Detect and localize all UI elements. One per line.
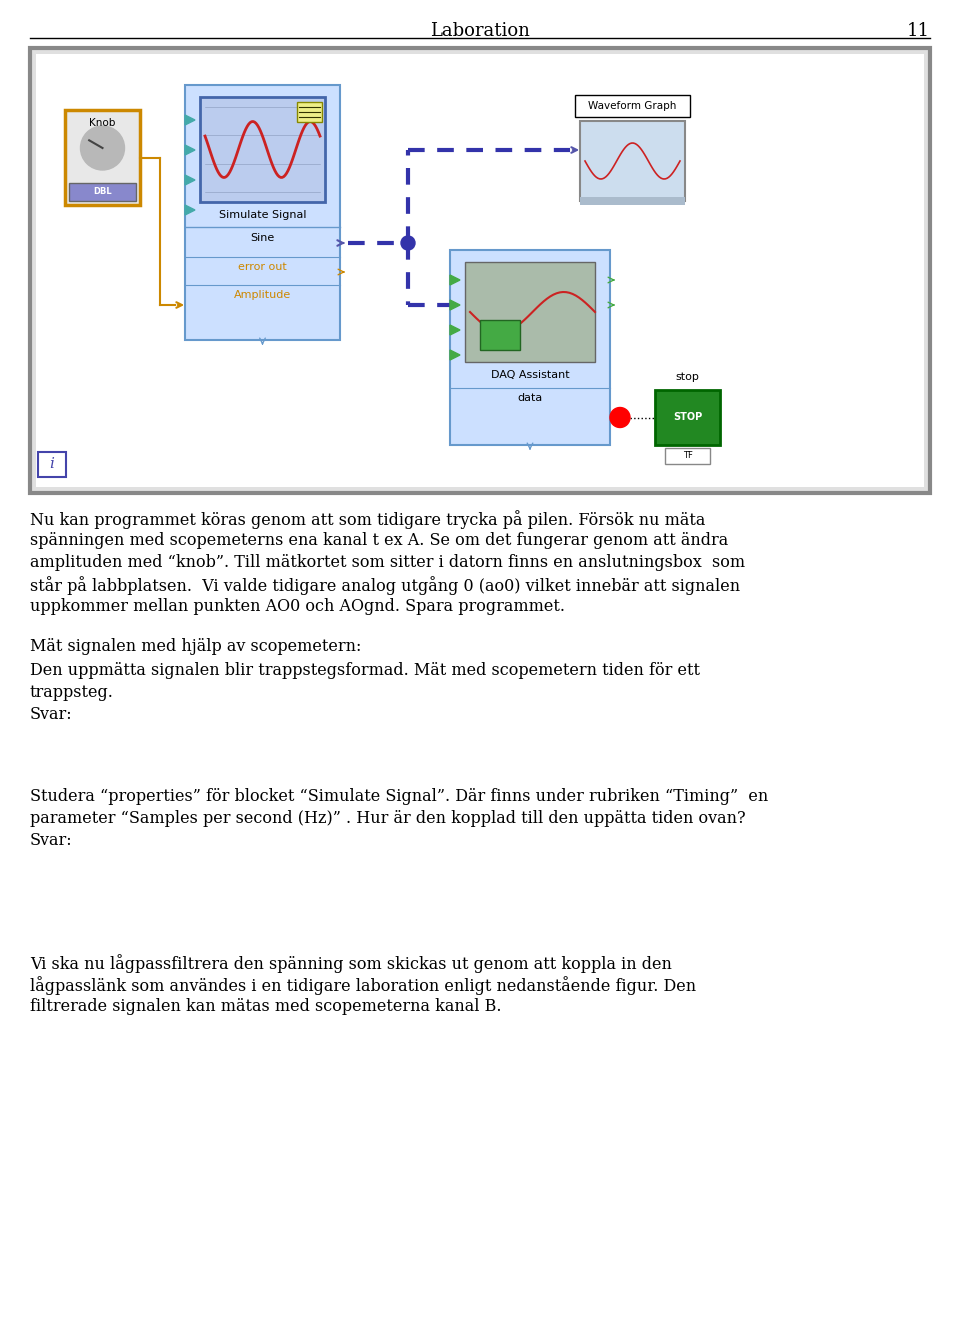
Text: står på labbplatsen.  Vi valde tidigare analog utgång 0 (ao0) vilket innebär att: står på labbplatsen. Vi valde tidigare a… xyxy=(30,576,740,595)
Polygon shape xyxy=(450,350,460,360)
FancyBboxPatch shape xyxy=(200,97,325,202)
Text: Simulate Signal: Simulate Signal xyxy=(219,210,306,219)
Polygon shape xyxy=(450,275,460,285)
Text: Waveform Graph: Waveform Graph xyxy=(588,101,677,110)
FancyBboxPatch shape xyxy=(69,184,136,201)
Text: uppkommer mellan punkten AO0 och AOgnd. Spara programmet.: uppkommer mellan punkten AO0 och AOgnd. … xyxy=(30,598,565,614)
Text: Knob: Knob xyxy=(89,118,116,128)
Polygon shape xyxy=(185,176,195,185)
FancyBboxPatch shape xyxy=(297,102,322,122)
Text: data: data xyxy=(517,392,542,403)
FancyBboxPatch shape xyxy=(38,452,66,477)
Text: spänningen med scopemeterns ena kanal t ex A. Se om det fungerar genom att ändra: spänningen med scopemeterns ena kanal t … xyxy=(30,532,729,549)
Text: DBL: DBL xyxy=(93,188,111,197)
Text: parameter “Samples per second (Hz)” . Hur är den kopplad till den uppätta tiden : parameter “Samples per second (Hz)” . Hu… xyxy=(30,810,746,827)
Text: stop: stop xyxy=(676,372,700,382)
Text: Amplitude: Amplitude xyxy=(234,290,291,301)
Text: Vi ska nu lågpassfiltrera den spänning som skickas ut genom att koppla in den: Vi ska nu lågpassfiltrera den spänning s… xyxy=(30,954,672,974)
Polygon shape xyxy=(450,325,460,335)
Text: error out: error out xyxy=(238,262,287,273)
Text: amplituden med “knob”. Till mätkortet som sitter i datorn finns en anslutningsbo: amplituden med “knob”. Till mätkortet so… xyxy=(30,555,745,571)
Polygon shape xyxy=(185,114,195,125)
FancyBboxPatch shape xyxy=(185,85,340,340)
Polygon shape xyxy=(185,145,195,156)
Text: DAQ Assistant: DAQ Assistant xyxy=(491,370,569,380)
Text: Svar:: Svar: xyxy=(30,833,73,849)
Text: Mät signalen med hjälp av scopemetern:: Mät signalen med hjälp av scopemetern: xyxy=(30,638,361,654)
FancyBboxPatch shape xyxy=(450,250,610,446)
Polygon shape xyxy=(185,205,195,215)
Circle shape xyxy=(610,407,630,427)
Text: filtrerade signalen kan mätas med scopemeterna kanal B.: filtrerade signalen kan mätas med scopem… xyxy=(30,998,501,1015)
FancyBboxPatch shape xyxy=(30,48,930,493)
Text: i: i xyxy=(50,458,55,471)
FancyBboxPatch shape xyxy=(65,110,140,205)
Circle shape xyxy=(81,126,125,170)
Text: STOP: STOP xyxy=(673,412,702,423)
Circle shape xyxy=(401,235,415,250)
Text: Laboration: Laboration xyxy=(430,23,530,40)
Text: trappsteg.: trappsteg. xyxy=(30,684,114,701)
FancyBboxPatch shape xyxy=(665,448,710,464)
FancyBboxPatch shape xyxy=(575,94,690,117)
FancyBboxPatch shape xyxy=(580,197,685,205)
Text: Nu kan programmet köras genom att som tidigare trycka på pilen. Försök nu mäta: Nu kan programmet köras genom att som ti… xyxy=(30,509,706,529)
Text: TF: TF xyxy=(683,451,692,460)
FancyBboxPatch shape xyxy=(580,121,685,201)
Text: Studera “properties” för blocket “Simulate Signal”. Där finns under rubriken “Ti: Studera “properties” för blocket “Simula… xyxy=(30,787,768,805)
Polygon shape xyxy=(450,301,460,310)
Text: Svar:: Svar: xyxy=(30,706,73,724)
FancyBboxPatch shape xyxy=(655,390,720,446)
FancyBboxPatch shape xyxy=(36,55,924,487)
FancyBboxPatch shape xyxy=(480,321,520,350)
Text: lågpasslänk som användes i en tidigare laboration enligt nedanstående figur. Den: lågpasslänk som användes i en tidigare l… xyxy=(30,976,696,995)
Text: 11: 11 xyxy=(907,23,930,40)
Text: Sine: Sine xyxy=(251,233,275,243)
Text: Den uppmätta signalen blir trappstegsformad. Mät med scopemetern tiden för ett: Den uppmätta signalen blir trappstegsfor… xyxy=(30,662,700,680)
FancyBboxPatch shape xyxy=(465,262,595,362)
